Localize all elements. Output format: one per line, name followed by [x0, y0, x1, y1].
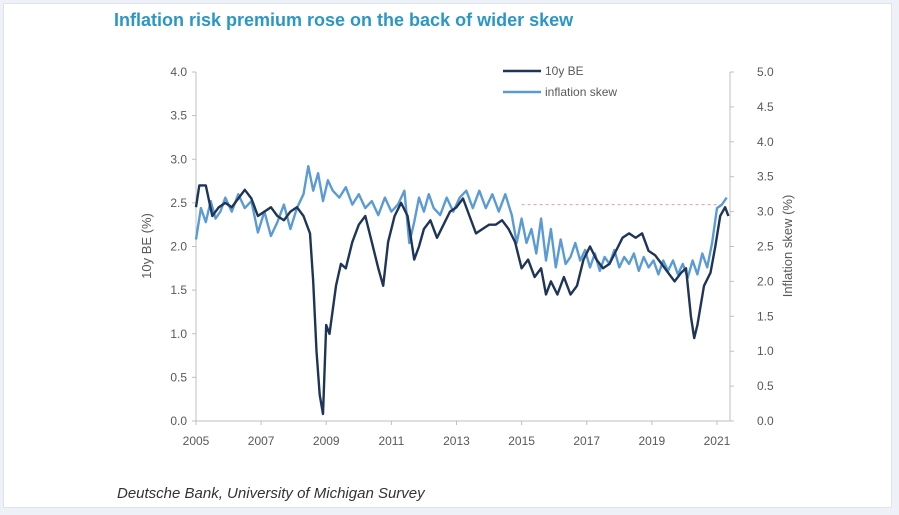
chart-panel [3, 3, 892, 508]
x-tick-label: 2021 [704, 434, 731, 448]
y2-tick-label: 0.5 [757, 379, 774, 393]
x-tick-label: 2007 [248, 434, 275, 448]
chart-title: Inflation risk premium rose on the back … [114, 10, 574, 30]
series-line-10y-be [194, 184, 730, 416]
y2-tick-label: 2.5 [757, 240, 774, 254]
y-tick-label: 1.0 [170, 327, 187, 341]
y2-tick-label: 2.0 [757, 274, 774, 288]
x-tick-label: 2015 [508, 434, 535, 448]
y2-tick-label: 4.5 [757, 100, 774, 114]
x-tick-label: 2013 [443, 434, 470, 448]
x-tick-label: 2019 [639, 434, 666, 448]
y-tick-label: 3.5 [170, 109, 187, 123]
chart-legend: 10y BE inflation skew [503, 64, 617, 99]
y-tick-label: 3.0 [170, 152, 187, 166]
y2-tick-label: 3.0 [757, 205, 774, 219]
y2-tick-label: 1.0 [757, 344, 774, 358]
y-tick-label: 4.0 [170, 65, 187, 79]
y-axis-title: 10y BE (%) [139, 213, 154, 279]
chart-axes: 0.0 0.5 1.0 1.5 2.0 2.5 3.0 3.5 4.0 0.0 0.5 1.0 1.5 2… [139, 65, 795, 448]
source-note: Deutsche Bank, University of Michigan Su… [117, 485, 425, 502]
y2-tick-label: 3.5 [757, 170, 774, 184]
y-tick-label: 2.5 [170, 196, 187, 210]
x-tick-label: 2009 [313, 434, 340, 448]
x-tick-label: 2005 [183, 434, 210, 448]
y-tick-label: 0.0 [170, 414, 187, 428]
x-tick-label: 2017 [573, 434, 600, 448]
y2-tick-label: 4.0 [757, 135, 774, 149]
y-tick-label: 0.5 [170, 370, 187, 384]
y-tick-label: 2.0 [170, 240, 187, 254]
chart-series [194, 165, 730, 416]
y2-axis-title: Inflation skew (%) [780, 195, 795, 298]
legend-label-10y-be: 10y BE [545, 64, 584, 78]
series-line-inflation-skew [194, 165, 728, 280]
x-tick-label: 2011 [378, 434, 404, 448]
y2-tick-label: 1.5 [757, 309, 774, 323]
y2-tick-label: 0.0 [757, 414, 774, 428]
y2-tick-label: 5.0 [757, 65, 774, 79]
legend-label-inflation-skew: inflation skew [545, 85, 617, 99]
y-tick-label: 1.5 [170, 283, 187, 297]
